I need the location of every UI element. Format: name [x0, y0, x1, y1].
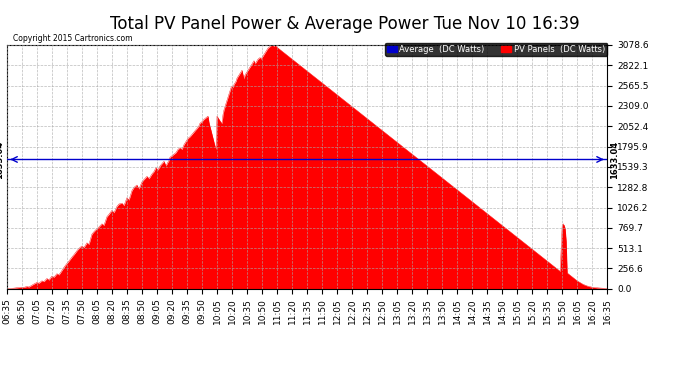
Text: 1633.04: 1633.04 — [0, 140, 4, 178]
Text: Copyright 2015 Cartronics.com: Copyright 2015 Cartronics.com — [13, 34, 132, 43]
Legend: Average  (DC Watts), PV Panels  (DC Watts): Average (DC Watts), PV Panels (DC Watts) — [385, 43, 607, 56]
Text: Total PV Panel Power & Average Power Tue Nov 10 16:39: Total PV Panel Power & Average Power Tue… — [110, 15, 580, 33]
Text: 1633.04: 1633.04 — [610, 140, 619, 178]
